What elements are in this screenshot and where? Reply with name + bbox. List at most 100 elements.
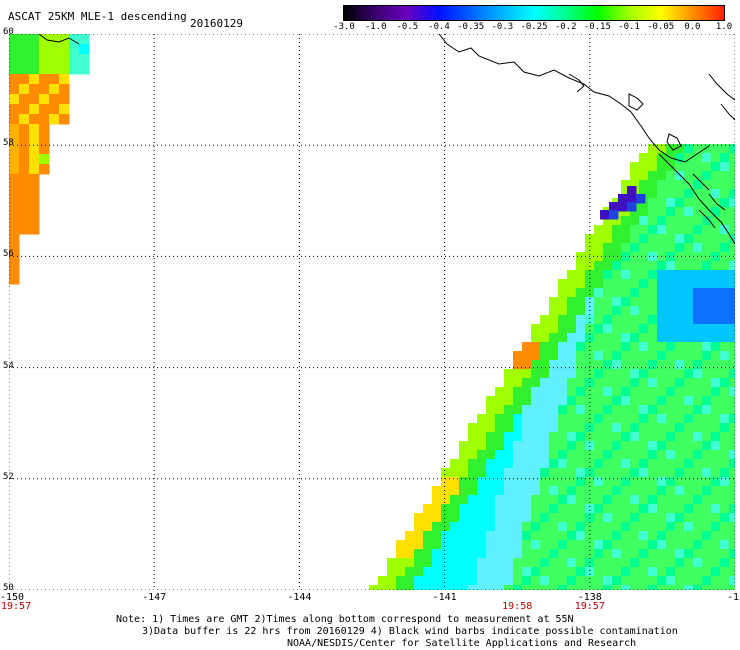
swath-cell (49, 34, 60, 45)
swath-cell (702, 360, 712, 370)
swath-cell (621, 513, 631, 523)
swath-cell (621, 342, 631, 352)
colorbar-tick-labels: -3.0 -1.0 -0.5 -0.4 -0.35 -0.3 -0.25 -0.2 -0.15-… (330, 22, 740, 34)
swath-cell (522, 342, 532, 352)
swath-cell (702, 225, 712, 235)
swath-cell (576, 495, 586, 505)
swath-cell (729, 522, 735, 532)
swath-cell (684, 189, 694, 199)
swath-cell (468, 549, 478, 559)
swath-cell (627, 194, 637, 204)
swath-cell (684, 459, 694, 469)
swath-cell (522, 504, 532, 514)
swath-cell (477, 549, 487, 559)
swath-cell (630, 567, 640, 577)
swath-cell (684, 567, 694, 577)
swath-cell (702, 234, 712, 244)
swath-cell (621, 576, 631, 586)
swath-cell (558, 405, 568, 415)
swath-cell (711, 423, 721, 433)
swath-cell (576, 324, 586, 334)
swath-cell (603, 504, 613, 514)
swath-cell (612, 216, 622, 226)
swath-cell (639, 360, 649, 370)
swath-cell (648, 180, 658, 190)
swath-cell (666, 450, 676, 460)
swath-cell (486, 522, 496, 532)
swath-cell (639, 216, 649, 226)
swath-cell (567, 576, 577, 586)
swath-cell (630, 585, 640, 590)
colorbar-tick-label: 1.0 (715, 22, 733, 32)
swath-cell (603, 522, 613, 532)
swath-cell (531, 351, 541, 361)
swath-cell (639, 351, 649, 361)
scatterometer-swath (9, 34, 735, 590)
swath-cell (576, 306, 586, 316)
swath-cell (684, 333, 694, 343)
swath-cell (549, 387, 559, 397)
swath-cell (69, 34, 80, 45)
swath-cell (666, 567, 676, 577)
swath-cell (486, 459, 496, 469)
swath-cell (702, 423, 712, 433)
swath-cell (720, 297, 730, 307)
colorbar-tick-label: -0.5 (396, 22, 419, 32)
swath-cell (9, 124, 20, 135)
swath-cell (549, 324, 559, 334)
swath-cell (612, 270, 622, 280)
swath-cell (720, 252, 730, 262)
swath-cell (612, 315, 622, 325)
swath-cell (39, 144, 50, 155)
swath-cell (630, 306, 640, 316)
swath-cell (432, 522, 442, 532)
swath-cell (675, 441, 685, 451)
swath-cell (19, 94, 30, 105)
swath-cell (729, 369, 735, 379)
swath-cell (567, 342, 577, 352)
swath-cell (567, 522, 577, 532)
swath-cell (639, 441, 649, 451)
swath-cell (729, 567, 735, 577)
swath-cell (29, 144, 40, 155)
swath-cell (627, 186, 637, 196)
swath-cell (540, 387, 550, 397)
swath-cell (621, 558, 631, 568)
swath-cell (666, 270, 676, 280)
swath-cell (720, 279, 730, 289)
swath-cell (666, 171, 676, 181)
swath-cell (612, 333, 622, 343)
swath-cell (666, 243, 676, 253)
swath-cell (657, 477, 667, 487)
swath-cell (531, 414, 541, 424)
swath-cell (549, 333, 559, 343)
swath-cell (711, 342, 721, 352)
swath-cell (729, 261, 735, 271)
swath-cell (621, 495, 631, 505)
swath-cell (648, 441, 658, 451)
swath-cell (648, 423, 658, 433)
swath-cell (522, 414, 532, 424)
swath-cell (540, 315, 550, 325)
swath-cell (441, 513, 451, 523)
swath-cell (585, 585, 595, 590)
swath-cell (468, 576, 478, 586)
swath-cell (414, 576, 424, 586)
swath-cell (594, 315, 604, 325)
swath-cell (576, 333, 586, 343)
swath-cell (648, 351, 658, 361)
swath-cell (585, 531, 595, 541)
swath-cell (585, 540, 595, 550)
swath-cell (675, 216, 685, 226)
swath-cell (459, 540, 469, 550)
swath-cell (513, 531, 523, 541)
swath-cell (711, 324, 721, 334)
swath-cell (675, 171, 685, 181)
swath-cell (711, 162, 721, 172)
longitude-label: -144 (287, 592, 312, 603)
swath-cell (675, 378, 685, 388)
swath-cell (603, 378, 613, 388)
swath-cell (702, 405, 712, 415)
swath-cell (531, 558, 541, 568)
swath-cell (9, 254, 20, 265)
